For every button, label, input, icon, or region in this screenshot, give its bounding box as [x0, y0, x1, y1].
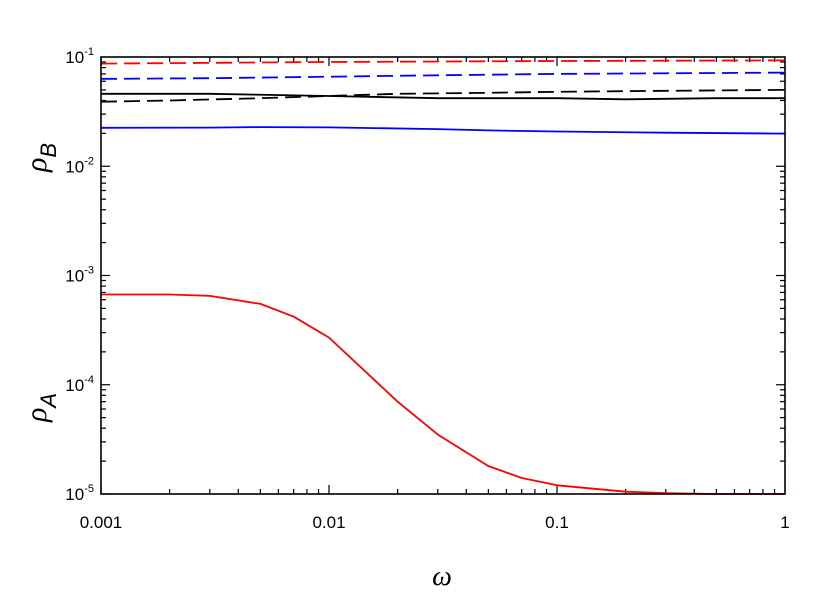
y-tick-label: 10-5	[65, 483, 94, 504]
y-axis-label-rho-a: ρA	[20, 393, 61, 423]
y-tick-label: 10-2	[65, 155, 94, 176]
series-line-1-dashed	[100, 59, 786, 65]
plot-frame	[100, 56, 786, 495]
series-line-5-solid	[100, 126, 786, 135]
series-line-2-dashed	[100, 71, 786, 80]
series-layer	[100, 59, 786, 495]
y-axis-label-rho-b: ρB	[20, 143, 61, 173]
tick-labels: 0.001 0.01 0.1 1 10-1 10-2 10-3 10-4 10-5	[65, 46, 789, 532]
x-tick-label: 0.01	[312, 513, 345, 532]
y-tick-label: 10-4	[65, 374, 94, 395]
x-tick-label: 1	[780, 513, 789, 532]
x-axis-label: ω	[432, 561, 452, 592]
series-line-6-solid	[101, 293, 785, 495]
y-tick-label: 10-3	[65, 265, 94, 286]
x-tick-label: 0.1	[545, 513, 569, 532]
y-label-b-symbol: ρ	[20, 158, 53, 173]
series-line-4-solid	[101, 92, 785, 101]
x-tick-label: 0.001	[80, 513, 123, 532]
y-label-b-subscript: B	[36, 143, 61, 158]
tick-marks	[100, 57, 785, 495]
y-tick-label: 10-1	[65, 46, 94, 67]
series-line-3-dashed	[100, 89, 786, 103]
y-label-a-symbol: ρ	[20, 408, 53, 423]
y-label-a-subscript: A	[36, 393, 61, 410]
